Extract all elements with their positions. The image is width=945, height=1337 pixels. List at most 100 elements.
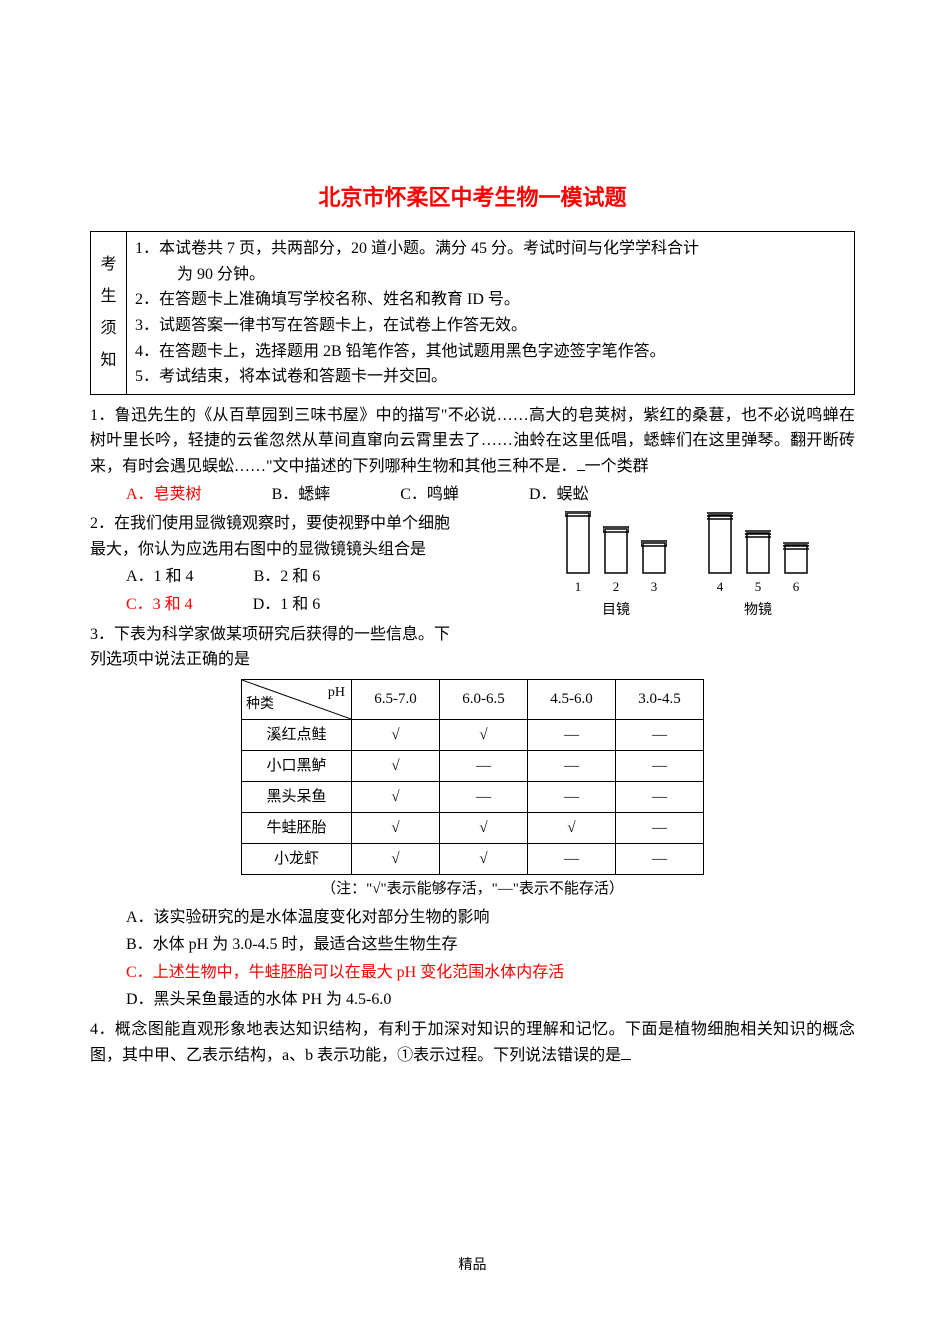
q2-line2: 最大，你认为应选用右图中的显微镜镜头组合是	[90, 537, 555, 563]
cell: √	[352, 781, 440, 812]
cell: √	[352, 843, 440, 874]
cell: √	[528, 812, 616, 843]
cell: —	[528, 781, 616, 812]
left-char: 须	[100, 313, 116, 345]
instructions-left-label: 考 生 须 知	[91, 232, 127, 394]
q1-text: 1．鲁迅先生的《从百草园到三味书屋》中的描写"不必说……高大的皂荚树，紫红的桑葚…	[90, 407, 855, 475]
lens-num: 1	[575, 577, 582, 598]
instructions-box: 考 生 须 知 1．本试卷共 7 页，共两部分，20 道小题。满分 45 分。考…	[90, 231, 855, 395]
q1-options: A．皂荚树 B．蟋蟀 C．鸣蝉 D．蜈蚣	[90, 482, 855, 508]
question-4: 4．概念图能直观形象地表达知识结构，有利于加深对知识的理解和记忆。下面是植物细胞…	[90, 1017, 855, 1068]
table-row: 小龙虾 √ √ — —	[242, 843, 704, 874]
question-2: 2．在我们使用显微镜观察时，要使视野中单个细胞 最大，你认为应选用右图中的显微镜…	[90, 507, 555, 673]
instruction-line: 4．在答题卡上，选择题用 2B 铅笔作答，其他试题用黑色字迹签字笔作答。	[135, 339, 846, 365]
table-note: （注："√"表示能够存活，"—"表示不能存活）	[90, 877, 855, 901]
ph-col: 6.0-6.5	[440, 679, 528, 719]
cell: √	[352, 750, 440, 781]
q3-option-b: B．水体 pH 为 3.0-4.5 时，最适合这些生物生存	[90, 932, 855, 958]
cell: —	[616, 781, 704, 812]
question-1: 1．鲁迅先生的《从百草园到三味书屋》中的描写"不必说……高大的皂荚树，紫红的桑葚…	[90, 403, 855, 480]
instruction-line: 为 90 分钟。	[135, 262, 846, 288]
q2-options-row1: A．1 和 4 B．2 和 6	[90, 564, 555, 590]
underline	[577, 470, 585, 471]
table-row: 黑头呆鱼 √ — — —	[242, 781, 704, 812]
cell: √	[440, 843, 528, 874]
cell: —	[616, 843, 704, 874]
q3-option-a: A．该实验研究的是水体温度变化对部分生物的影响	[90, 905, 855, 931]
cell: —	[440, 750, 528, 781]
cell: √	[440, 719, 528, 750]
footer-text: 精品	[0, 1255, 945, 1277]
eyepiece-group: 1 2 3 目镜	[565, 511, 667, 622]
ph-survival-table: pH 种类 6.5-7.0 6.0-6.5 4.5-6.0 3.0-4.5 溪红…	[241, 679, 704, 875]
cell: —	[528, 843, 616, 874]
q2-options-row2: C．3 和 4 D．1 和 6	[90, 592, 555, 618]
q4-text: 4．概念图能直观形象地表达知识结构，有利于加深对知识的理解和记忆。下面是植物细胞…	[90, 1021, 855, 1064]
exam-title: 北京市怀柔区中考生物一模试题	[90, 180, 855, 215]
table-row: 溪红点鲑 √ √ — —	[242, 719, 704, 750]
species-name: 黑头呆鱼	[242, 781, 352, 812]
species-name: 溪红点鲑	[242, 719, 352, 750]
q1-option-a: A．皂荚树	[126, 482, 202, 508]
q2-line1: 2．在我们使用显微镜观察时，要使视野中单个细胞	[90, 511, 555, 537]
species-name: 小口黑鲈	[242, 750, 352, 781]
cell: —	[616, 812, 704, 843]
cell: —	[616, 750, 704, 781]
cell: —	[616, 719, 704, 750]
ph-col: 3.0-4.5	[616, 679, 704, 719]
question-2-row: 2．在我们使用显微镜观察时，要使视野中单个细胞 最大，你认为应选用右图中的显微镜…	[90, 507, 855, 673]
lens-num: 2	[613, 577, 620, 598]
species-name: 小龙虾	[242, 843, 352, 874]
cell: √	[352, 812, 440, 843]
cell: √	[352, 719, 440, 750]
q1-option-b: B．蟋蟀	[272, 482, 331, 508]
lens-6: 6	[783, 511, 809, 598]
left-char: 生	[100, 281, 116, 313]
dot: ．	[561, 458, 577, 475]
lens-5: 5	[745, 511, 771, 598]
instruction-line: 2．在答题卡上准确填写学校名称、姓名和教育 ID 号。	[135, 287, 846, 313]
q3-line2: 列选项中说法正确的是	[90, 647, 555, 673]
instruction-line: 3．试题答案一律书写在答题卡上，在试卷上作答无效。	[135, 313, 846, 339]
q3-option-d: D．黑头呆鱼最适的水体 PH 为 4.5-6.0	[90, 987, 855, 1013]
instructions-content: 1．本试卷共 7 页，共两部分，20 道小题。满分 45 分。考试时间与化学学科…	[127, 232, 854, 394]
q2-option-a: A．1 和 4	[126, 564, 194, 590]
cell: —	[440, 781, 528, 812]
q2-option-d: D．1 和 6	[253, 592, 321, 618]
ph-col: 6.5-7.0	[352, 679, 440, 719]
lens-num: 3	[651, 577, 658, 598]
table-diagonal-header: pH 种类	[242, 679, 352, 719]
ph-col: 4.5-6.0	[528, 679, 616, 719]
species-name: 牛蛙胚胎	[242, 812, 352, 843]
q1-option-d: D．蜈蚣	[529, 482, 589, 508]
lens-2: 2	[603, 511, 629, 598]
objective-label: 物镜	[744, 600, 772, 622]
instruction-line: 1．本试卷共 7 页，共两部分，20 道小题。满分 45 分。考试时间与化学学科…	[135, 236, 846, 262]
left-char: 考	[100, 249, 116, 281]
lens-num: 4	[717, 577, 724, 598]
instruction-line: 5．考试结束，将本试卷和答题卡一并交回。	[135, 364, 846, 390]
objective-group: 4 5 6 物镜	[707, 511, 809, 622]
eyepiece-label: 目镜	[602, 600, 630, 622]
q1-option-c: C．鸣蝉	[400, 482, 459, 508]
q1-tail: 一个类群	[585, 458, 649, 475]
left-char: 知	[100, 345, 116, 377]
q2-option-c: C．3 和 4	[126, 592, 193, 618]
species-label: 种类	[246, 694, 274, 716]
q3-line1: 3．下表为科学家做某项研究后获得的一些信息。下	[90, 622, 555, 648]
lens-1: 1	[565, 511, 591, 598]
lens-4: 4	[707, 511, 733, 598]
lens-num: 5	[755, 577, 762, 598]
table-row: 牛蛙胚胎 √ √ √ —	[242, 812, 704, 843]
ph-label: pH	[328, 682, 345, 704]
q3-option-c: C．上述生物中，牛蛙胚胎可以在最大 pH 变化范围水体内存活	[90, 960, 855, 986]
lens-3: 3	[641, 511, 667, 598]
lens-num: 6	[793, 577, 800, 598]
table-row: 小口黑鲈 √ — — —	[242, 750, 704, 781]
microscope-diagram: 1 2 3 目镜 4	[555, 507, 855, 673]
q2-option-b: B．2 和 6	[254, 564, 321, 590]
cell: —	[528, 750, 616, 781]
cell: √	[440, 812, 528, 843]
underline	[621, 1059, 631, 1060]
cell: —	[528, 719, 616, 750]
